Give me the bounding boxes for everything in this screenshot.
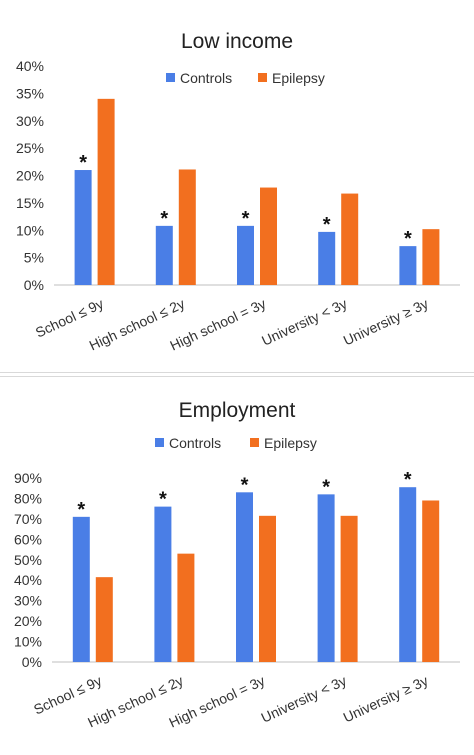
low-income-significance-marker-2: * — [242, 208, 250, 230]
employment-significance-marker-1: * — [159, 489, 167, 511]
low-income-y-tick-label: 40% — [16, 58, 44, 74]
employment-chart-panel: Employment Controls Epilepsy 0% 10% 20% 30% 40%… — [0, 376, 474, 750]
low-income-significance-marker-0: * — [79, 152, 87, 174]
employment-y-tick-label: 0% — [22, 654, 42, 670]
low-income-significance-marker-4: * — [404, 228, 412, 250]
employment-y-tick-label: 50% — [14, 552, 42, 568]
employment-legend-label-epilepsy: Epilepsy — [264, 435, 317, 451]
low-income-bar-epilepsy-2 — [260, 187, 277, 285]
employment-y-tick-label: 30% — [14, 593, 42, 609]
employment-significance-marker-4: * — [404, 469, 412, 491]
low-income-chart-title: Low income — [181, 30, 293, 53]
low-income-bar-epilepsy-3 — [341, 193, 359, 285]
low-income-chart: Low income Controls Epilepsy 0% 5% 10% 15% 20% 2… — [16, 30, 460, 354]
low-income-bar-controls-3 — [318, 231, 336, 285]
employment-x-tick-label-3: University < 3y — [259, 672, 349, 725]
low-income-legend-label-epilepsy: Epilepsy — [272, 70, 325, 86]
employment-y-tick-label: 60% — [14, 531, 42, 547]
employment-legend-swatch-epilepsy — [250, 438, 259, 447]
employment-y-tick-label: 70% — [14, 511, 42, 527]
employment-x-tick-label-4: University ≥ 3y — [341, 672, 431, 725]
employment-bar-controls-1 — [154, 506, 172, 662]
low-income-bar-epilepsy-1 — [178, 169, 196, 285]
employment-x-tick-label-0: School ≤ 9y — [31, 672, 104, 717]
employment-chart-title: Employment — [179, 399, 296, 422]
low-income-y-tick-label: 0% — [24, 277, 44, 293]
low-income-y-tick-label: 35% — [16, 85, 44, 101]
employment-bar-controls-4 — [399, 487, 417, 662]
employment-legend-swatch-controls — [155, 438, 164, 447]
employment-bar-controls-2 — [236, 492, 253, 662]
employment-bar-controls-3 — [317, 494, 335, 662]
low-income-x-tick-label-4: University ≥ 3y — [341, 295, 431, 348]
employment-legend-label-controls: Controls — [169, 435, 221, 451]
employment-bar-epilepsy-4 — [422, 500, 440, 662]
employment-bar-controls-0 — [72, 516, 90, 662]
employment-y-tick-label: 90% — [14, 470, 42, 486]
employment-y-tick-label: 40% — [14, 572, 42, 588]
employment-y-tick-label: 20% — [14, 613, 42, 629]
employment-significance-marker-3: * — [322, 476, 330, 498]
employment-significance-marker-0: * — [77, 499, 85, 521]
low-income-bar-epilepsy-4 — [422, 229, 440, 285]
low-income-legend-swatch-controls — [166, 73, 175, 82]
low-income-legend-label-controls: Controls — [180, 70, 232, 86]
employment-y-tick-label: 80% — [14, 490, 42, 506]
low-income-y-tick-label: 10% — [16, 222, 44, 238]
low-income-y-tick-label: 20% — [16, 168, 44, 184]
low-income-significance-marker-3: * — [323, 214, 331, 236]
low-income-x-tick-label-0: School ≤ 9y — [33, 295, 106, 340]
low-income-chart-panel: Low income Controls Epilepsy 0% 5% 10% 15% 20% 2… — [0, 0, 474, 373]
low-income-y-tick-label: 15% — [16, 195, 44, 211]
low-income-x-tick-label-3: University < 3y — [259, 295, 349, 348]
low-income-bar-controls-2 — [237, 225, 254, 285]
employment-y-tick-label: 10% — [14, 634, 42, 650]
low-income-y-tick-label: 5% — [24, 250, 44, 266]
low-income-y-tick-label: 30% — [16, 113, 44, 129]
low-income-y-tick-label: 25% — [16, 140, 44, 156]
low-income-bar-controls-4 — [399, 246, 417, 285]
employment-chart: Employment Controls Epilepsy 0% 10% 20% 30% 40%… — [14, 399, 460, 731]
employment-bar-epilepsy-2 — [259, 515, 276, 662]
low-income-bar-controls-1 — [155, 225, 173, 285]
employment-significance-marker-2: * — [241, 474, 249, 496]
low-income-bar-controls-0 — [74, 170, 92, 285]
low-income-legend-swatch-epilepsy — [258, 73, 267, 82]
employment-bar-epilepsy-1 — [177, 553, 195, 662]
employment-bar-epilepsy-3 — [340, 515, 358, 662]
low-income-significance-marker-1: * — [160, 208, 168, 230]
employment-bar-epilepsy-0 — [95, 577, 113, 662]
low-income-bar-epilepsy-0 — [97, 98, 115, 285]
